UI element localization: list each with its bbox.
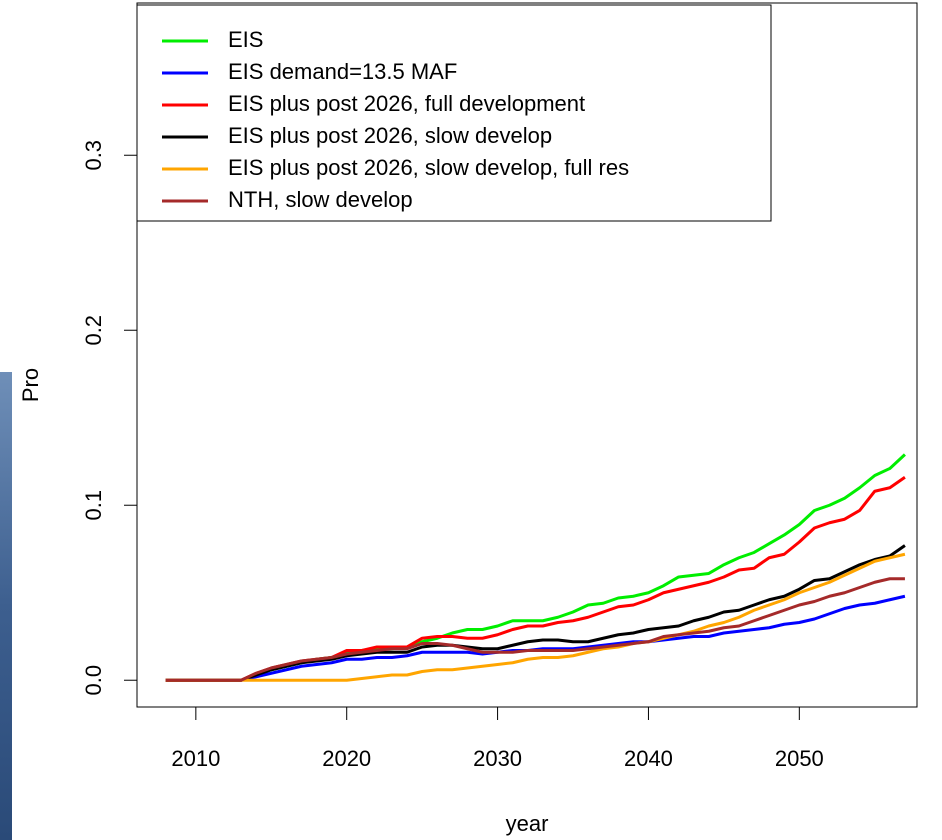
legend-label: EIS [228, 27, 263, 52]
y-tick-label: 0.1 [81, 490, 106, 521]
x-tick-label: 2010 [171, 746, 220, 771]
x-tick-label: 2050 [775, 746, 824, 771]
legend-box [136, 4, 772, 222]
series-line [165, 453, 906, 682]
y-tick-label: 0.0 [81, 665, 106, 696]
x-tick-label: 2020 [322, 746, 371, 771]
series-line [165, 552, 906, 682]
legend-label: EIS plus post 2026, slow develop [228, 123, 552, 148]
legend-label: EIS demand=13.5 MAF [228, 59, 457, 84]
legend-label: NTH, slow develop [228, 187, 413, 212]
y-axis-label: Pro [18, 368, 43, 402]
x-tick-label: 2030 [473, 746, 522, 771]
y-tick-label: 0.2 [81, 315, 106, 346]
background-strip [0, 372, 12, 840]
series-line [165, 544, 906, 682]
x-axis-label: year [506, 811, 549, 836]
plot-box [136, 2, 918, 708]
legend-label: EIS plus post 2026, slow develop, full r… [228, 155, 629, 180]
series-line [165, 577, 905, 682]
y-tick-label: 0.3 [81, 140, 106, 171]
legend-label: EIS plus post 2026, full development [228, 91, 585, 116]
x-tick-label: 2040 [624, 746, 673, 771]
